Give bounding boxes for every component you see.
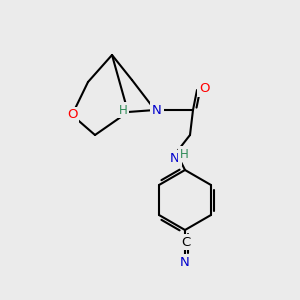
Text: N: N: [180, 256, 190, 268]
Text: N: N: [170, 152, 180, 164]
Text: N: N: [152, 103, 162, 116]
Text: H: H: [118, 103, 127, 116]
Text: O: O: [67, 109, 77, 122]
Text: C: C: [182, 236, 190, 248]
Text: H: H: [180, 148, 188, 160]
Text: O: O: [199, 82, 209, 95]
